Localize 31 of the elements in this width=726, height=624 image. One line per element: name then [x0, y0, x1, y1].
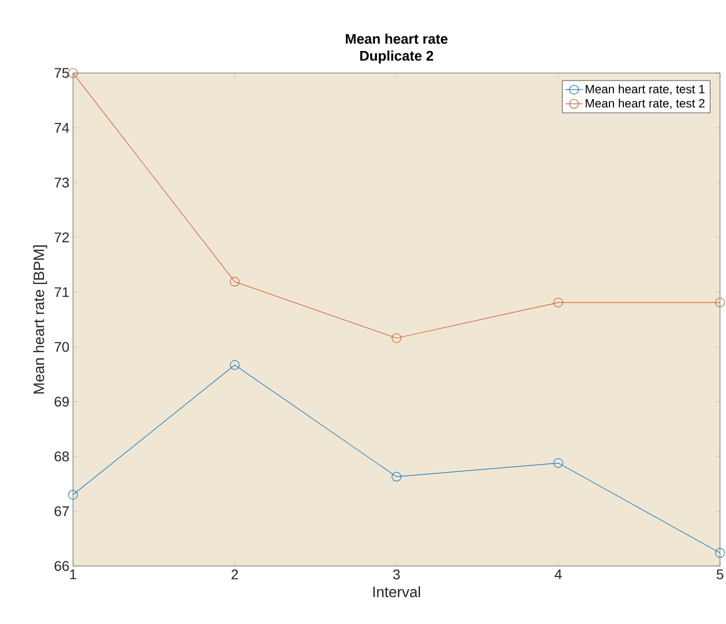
chart-subtitle: Duplicate 2	[360, 50, 434, 64]
x-tick-label: 2	[232, 570, 238, 580]
y-tick-label: 69	[54, 396, 69, 407]
point	[68, 490, 78, 500]
y-tick-label: 74	[54, 122, 70, 133]
point	[392, 472, 402, 482]
point	[553, 298, 564, 308]
point	[715, 298, 725, 308]
x-tick-label: 5	[716, 570, 724, 580]
point	[392, 333, 402, 343]
chart-title: Mean heart rate	[346, 34, 448, 44]
y-tick-label: 71	[54, 287, 69, 297]
y-tick-label: 72	[54, 232, 69, 242]
point	[553, 458, 564, 468]
y-tick-label: 73	[54, 178, 69, 188]
y-axis-title: Mean heart rate [BPM]	[33, 245, 48, 394]
x-axis-title: Interval	[373, 586, 420, 598]
legend-label: Mean heart rate, test 2	[586, 98, 705, 109]
x-tick-label: 1	[70, 570, 76, 580]
y-tick-label: 70	[54, 342, 69, 352]
y-tick-label: 67	[54, 506, 69, 516]
y-tick-label: 75	[54, 68, 69, 78]
point	[68, 68, 78, 78]
y-tick-label: 68	[54, 452, 69, 462]
legend-label: Mean heart rate, test 1	[586, 84, 705, 95]
point	[230, 276, 240, 287]
x-tick-label: 4	[554, 570, 562, 580]
point	[230, 360, 240, 370]
point	[715, 548, 725, 558]
y-tick-label: 66	[54, 561, 69, 571]
x-tick-label: 3	[393, 570, 400, 580]
